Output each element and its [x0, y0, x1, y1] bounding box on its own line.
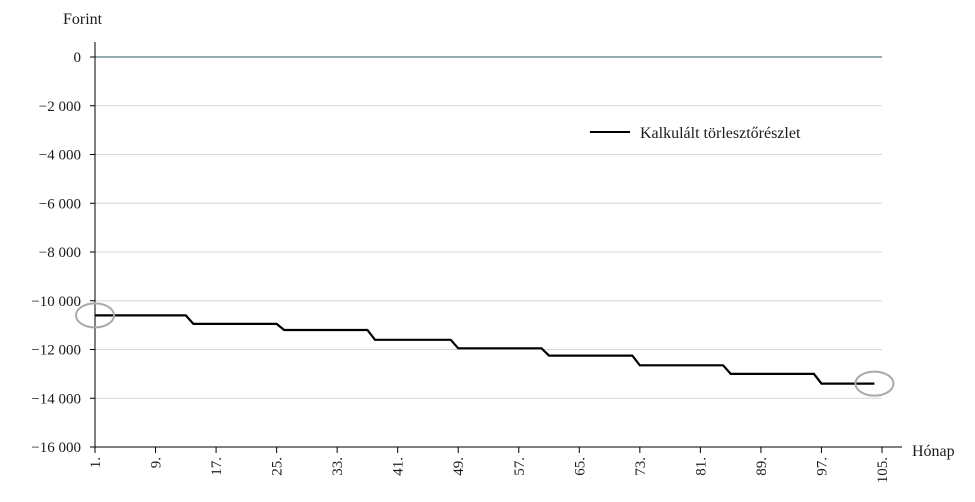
y-tick-label: −12 000: [31, 343, 81, 359]
x-tick-label: 81.: [693, 457, 709, 476]
y-tick-label: −10 000: [31, 294, 81, 310]
y-tick-label: −16 000: [31, 440, 81, 456]
x-tick-label: 57.: [512, 457, 528, 476]
x-tick-label: 49.: [451, 457, 467, 476]
x-tick-label: 17.: [209, 457, 225, 476]
y-axis-title: Forint: [63, 11, 103, 28]
highlight-circle: [854, 370, 895, 397]
axis-layer: 0 −2 000 −4 000 −6 000 −8 000 −10 000 −12 000 −…: [31, 42, 902, 483]
y-tick-label: −2 000: [39, 99, 81, 115]
y-tick-label: −4 000: [39, 148, 81, 164]
x-tick-label: 41.: [391, 457, 407, 476]
x-tick-label: 25.: [270, 457, 286, 476]
y-tick-label: −8 000: [39, 245, 81, 261]
legend: Kalkulált törlesztőrészlet: [590, 125, 801, 142]
x-tick-label: 97.: [814, 457, 830, 476]
x-tick-label: 89.: [754, 457, 770, 476]
x-axis-title: Hónap: [912, 443, 955, 460]
grid-layer: [95, 56, 882, 399]
label-layer: Forint Hónap: [63, 11, 955, 460]
y-tick-label: 0: [74, 50, 82, 66]
x-tick-label: 1.: [88, 457, 104, 468]
y-tick-label: −6 000: [39, 196, 81, 212]
x-tick-label: 65.: [572, 457, 588, 476]
annotation-layer: [75, 302, 895, 397]
y-tick-label: −14 000: [31, 391, 81, 407]
legend-label: Kalkulált törlesztőrészlet: [640, 125, 801, 142]
x-tick-label: 105.: [875, 457, 891, 483]
x-tick-label: 73.: [633, 457, 649, 476]
x-tick-label: 33.: [330, 457, 346, 476]
x-tick-label: 9.: [149, 457, 165, 468]
series-line: [95, 314, 875, 385]
highlight-circle: [75, 302, 115, 329]
series-layer: [95, 314, 875, 385]
